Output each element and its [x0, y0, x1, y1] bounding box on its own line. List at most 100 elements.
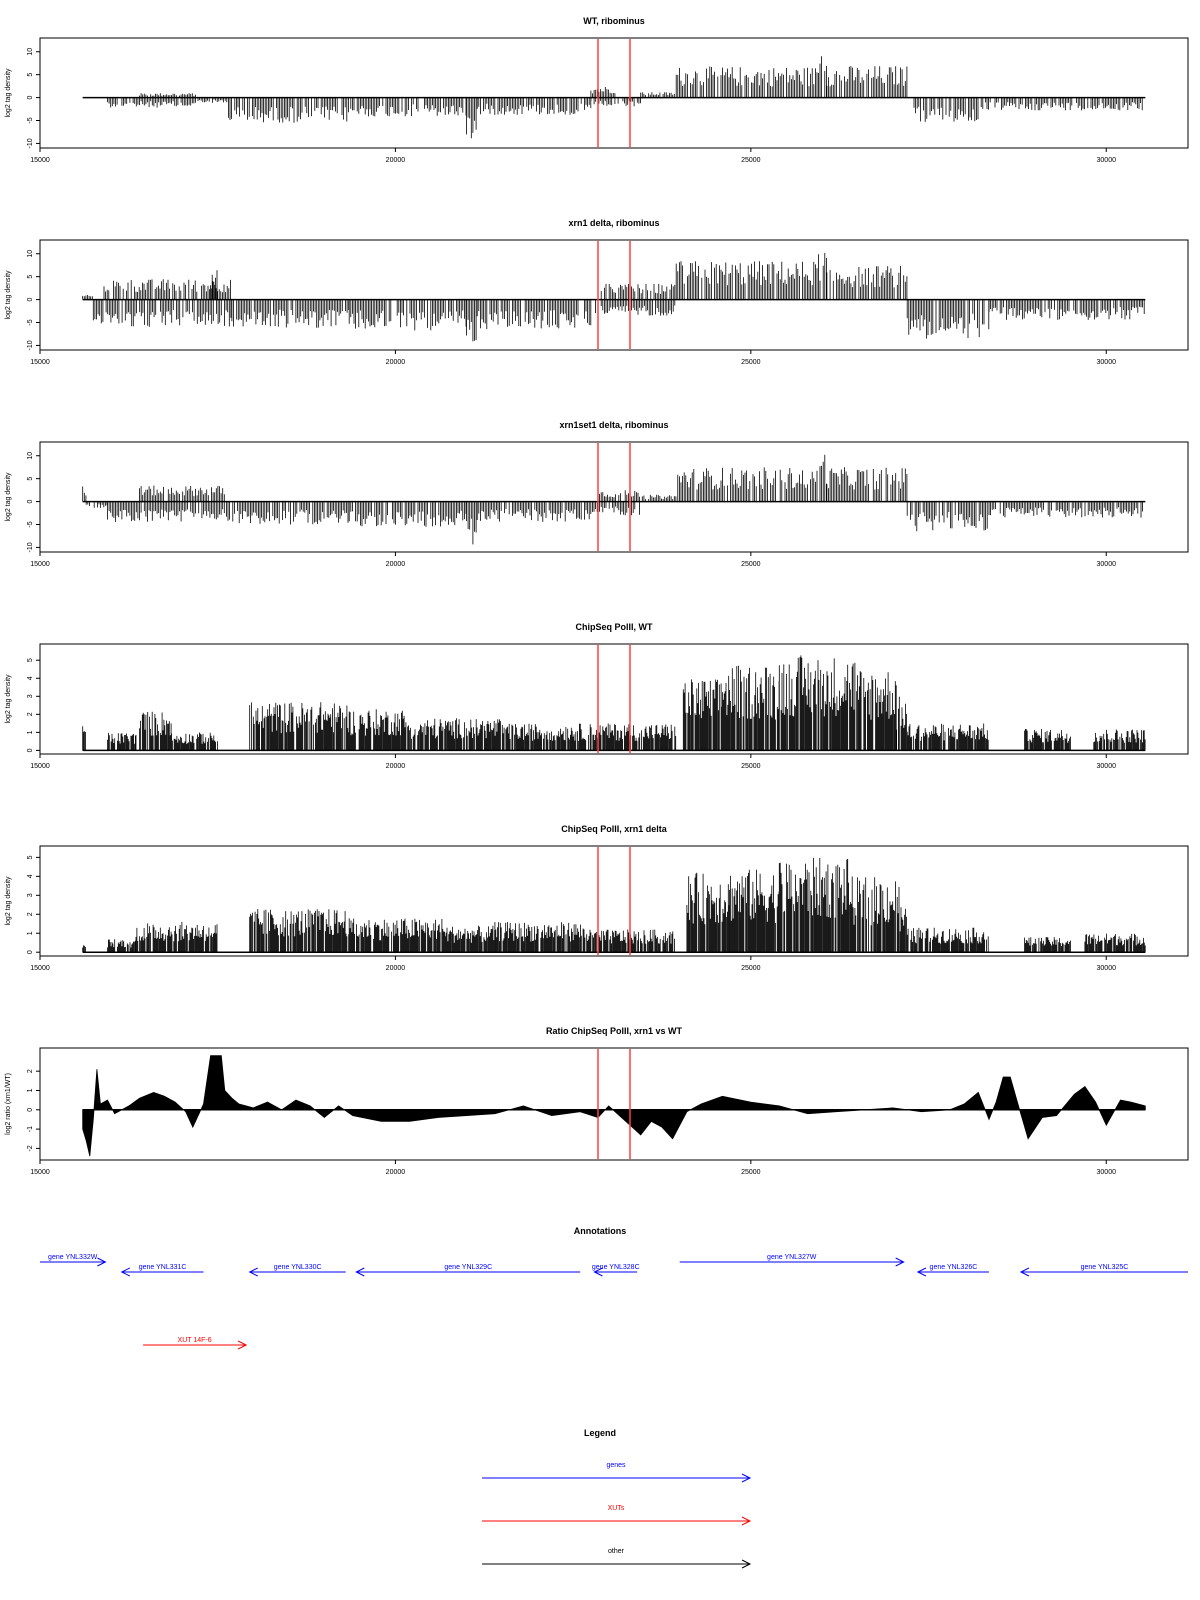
- bar-mark: [1024, 729, 1071, 751]
- bar-segment-3: [249, 909, 350, 953]
- y-tick-label: -5: [27, 319, 34, 325]
- bar-mark: [906, 299, 990, 339]
- bar-segment-0: [82, 945, 86, 953]
- y-axis-label: log2 ratio (xrn1/WT): [5, 1073, 12, 1135]
- bar-segment-5: [348, 709, 410, 751]
- bar-mark: [348, 709, 410, 751]
- bar-segment-8: [682, 679, 723, 751]
- y-tick-label: -5: [27, 117, 34, 123]
- bar-mark: [729, 869, 780, 953]
- feature-0: gene YNL332W: [40, 1254, 107, 1267]
- legend: Legend genes XUTs other: [482, 1428, 752, 1569]
- panel-1: xrn1 delta, ribominus log2 tag density -10…: [5, 218, 1189, 366]
- panel-0: WT, ribominus log2 tag density -10 -5 0 5 10 15…: [5, 16, 1189, 164]
- bar-mark: [857, 671, 897, 751]
- bar-mark: [466, 299, 477, 342]
- bar-segment-5: [444, 925, 496, 953]
- y-tick-label: 5: [27, 275, 34, 279]
- y-tick-label: 5: [27, 73, 34, 77]
- plot-frame: [39, 643, 1189, 755]
- feature-label: gene YNL328C: [592, 1264, 640, 1271]
- x-tick-label: 15000: [30, 965, 50, 972]
- bar-segment-15: [985, 97, 1143, 111]
- bar-mark: [826, 467, 908, 502]
- bar-segment-1: [107, 939, 136, 953]
- x-tick-label: 15000: [30, 1169, 50, 1176]
- bar-mark: [988, 299, 1145, 320]
- bar-segment-15: [1084, 933, 1146, 953]
- bar-mark: [778, 857, 850, 953]
- bar-mark: [826, 265, 908, 300]
- y-tick-label: 0: [27, 748, 34, 752]
- bar-mark: [508, 723, 677, 751]
- feature-label: XUT 14F-6: [178, 1337, 212, 1344]
- feature-label: gene YNL330C: [274, 1264, 322, 1271]
- feature-1: gene YNL331C: [120, 1264, 204, 1277]
- bar-segment-9: [597, 501, 640, 516]
- bar-segment-7: [476, 97, 592, 115]
- bar-segment-11: [857, 671, 897, 751]
- feature-8: XUT 14F-6: [143, 1337, 248, 1350]
- feature-4: gene YNL328C: [592, 1264, 640, 1277]
- bar-mark: [197, 97, 228, 103]
- feature-label: gene YNL327W: [767, 1254, 817, 1261]
- bar-mark: [778, 655, 858, 751]
- bar-segment-13: [906, 723, 989, 751]
- x-tick-label: 25000: [741, 763, 761, 770]
- bar-mark: [818, 56, 827, 98]
- y-tick-label: 2: [27, 712, 34, 716]
- bar-segment-6: [410, 718, 509, 751]
- panel-3: ChipSeq PolII, WT log2 tag density 0 1 2 3 4 5 1…: [5, 622, 1189, 770]
- y-tick-label: 1: [27, 1088, 34, 1092]
- x-tick-label: 15000: [30, 561, 50, 568]
- y-tick-label: 1: [27, 730, 34, 734]
- bar-segment-13: [906, 927, 989, 953]
- y-tick-label: 10: [27, 48, 34, 56]
- bar-segment-8: [590, 87, 616, 98]
- legend-arrowhead: [741, 1559, 752, 1569]
- bar-segment-12: [899, 907, 907, 953]
- feature-arrowhead: [237, 1340, 248, 1350]
- y-tick-label: 3: [27, 694, 34, 698]
- bar-segment-2: [103, 279, 231, 300]
- bar-mark: [476, 97, 592, 115]
- bar-mark: [913, 97, 984, 122]
- y-tick-label: 10: [27, 250, 34, 258]
- bar-segment-4: [226, 501, 349, 525]
- legend-arrowhead: [741, 1473, 752, 1483]
- bar-segment-0: [82, 295, 93, 300]
- bar-segment-4: [228, 97, 349, 123]
- bar-mark: [82, 945, 86, 953]
- bar-mark: [103, 279, 231, 300]
- bar-segment-15: [988, 501, 1143, 518]
- y-tick-label: 0: [27, 950, 34, 954]
- bar-mark: [896, 696, 907, 751]
- bar-segment-5: [348, 501, 467, 527]
- bar-segment-5: [348, 299, 467, 331]
- bar-mark: [348, 299, 467, 331]
- y-axis-label: log2 tag density: [5, 876, 12, 926]
- y-axis-label: log2 tag density: [5, 68, 12, 118]
- feature-label: gene YNL326C: [930, 1264, 978, 1271]
- bar-segment-1: [92, 299, 232, 327]
- bar-segment-7: [508, 723, 677, 751]
- legend-label: XUTs: [608, 1505, 625, 1512]
- bar-mark: [597, 283, 676, 300]
- plot-frame: [39, 239, 1189, 351]
- bar-mark: [818, 252, 827, 300]
- bar-segment-10: [640, 92, 675, 98]
- bar-mark: [348, 501, 467, 527]
- bar-mark: [1024, 937, 1071, 953]
- x-tick-label: 30000: [1097, 359, 1117, 366]
- bar-mark: [135, 921, 218, 953]
- bar-segment-12: [819, 454, 827, 502]
- feature-label: gene YNL325C: [1081, 1264, 1129, 1271]
- y-tick-label: 1: [27, 931, 34, 935]
- feature-label: gene YNL332W: [48, 1254, 98, 1261]
- bar-mark: [139, 93, 196, 98]
- bar-mark: [826, 66, 908, 98]
- y-tick-label: -1: [27, 1126, 34, 1132]
- plot-frame: [39, 845, 1189, 957]
- x-tick-label: 15000: [30, 157, 50, 164]
